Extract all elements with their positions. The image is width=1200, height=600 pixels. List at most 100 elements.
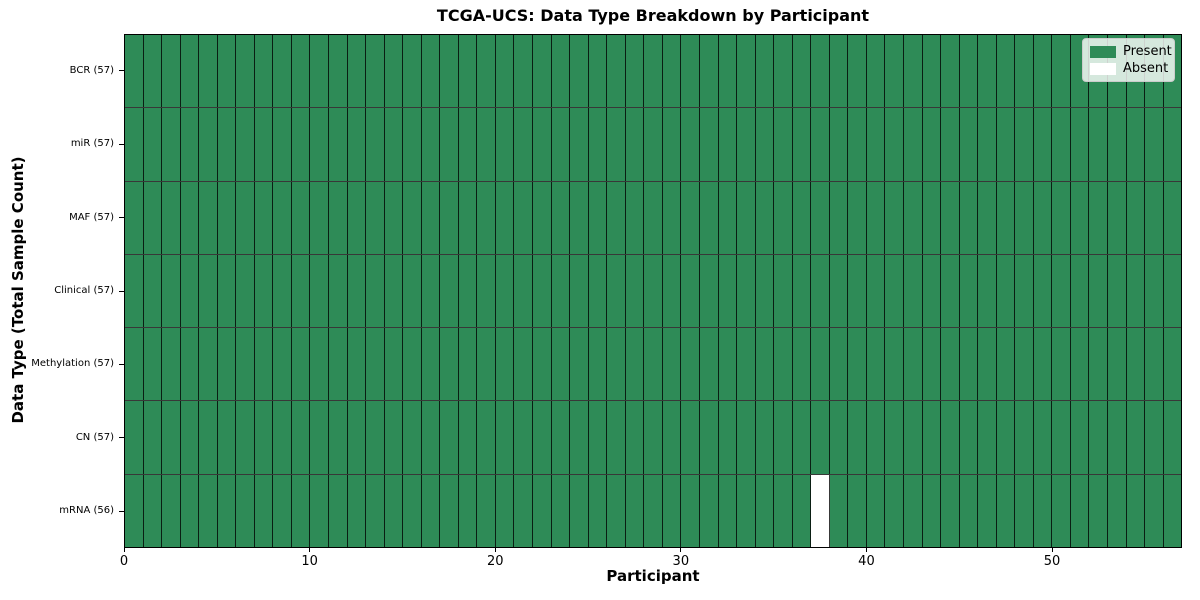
heatmap-cell — [162, 474, 181, 547]
heatmap-cell — [662, 401, 682, 474]
heatmap-cell — [180, 254, 200, 328]
heatmap-cell — [1163, 474, 1182, 547]
heatmap-cell — [755, 108, 775, 181]
heatmap-cell — [699, 254, 719, 328]
heatmap-cell — [310, 401, 330, 474]
plot-area — [124, 34, 1182, 548]
heatmap-cell — [366, 35, 385, 108]
heatmap-cell — [180, 328, 200, 401]
heatmap-cell — [755, 328, 775, 401]
heatmap-cell — [217, 254, 237, 328]
heatmap-cell — [848, 35, 867, 108]
heatmap-cell — [996, 254, 1016, 328]
legend-swatch — [1090, 62, 1116, 75]
heatmap-cell — [199, 35, 218, 108]
heatmap-cell — [162, 181, 181, 254]
heatmap-cell — [125, 108, 144, 181]
heatmap-cell — [588, 108, 608, 181]
heatmap-cell — [254, 328, 274, 401]
heatmap-row — [125, 181, 1182, 255]
heatmap-cell — [347, 108, 367, 181]
heatmap-cell — [551, 474, 571, 547]
heatmap-cell — [996, 474, 1016, 547]
heatmap-cell — [199, 181, 218, 254]
heatmap-cell — [792, 401, 812, 474]
heatmap-cell — [254, 181, 274, 254]
heatmap-cell — [903, 328, 923, 401]
x-tick-mark — [494, 548, 496, 552]
heatmap-cell — [607, 474, 626, 547]
heatmap-cell — [699, 401, 719, 474]
heatmap-cell — [143, 474, 163, 547]
heatmap-cell — [217, 108, 237, 181]
heatmap-cell — [458, 474, 478, 547]
heatmap-cell — [477, 401, 496, 474]
heatmap-cell — [625, 254, 645, 328]
heatmap-cell — [922, 181, 942, 254]
heatmap-cell — [199, 328, 218, 401]
heatmap-cell — [681, 328, 700, 401]
heatmap-cell — [792, 108, 812, 181]
heatmap-cell — [1070, 328, 1090, 401]
heatmap-cell — [384, 181, 404, 254]
heatmap-cell — [903, 181, 923, 254]
heatmap-cell — [922, 254, 942, 328]
heatmap-cell — [829, 254, 849, 328]
x-tick-mark — [1051, 548, 1053, 552]
heatmap-cell — [1107, 474, 1127, 547]
heatmap-cell — [236, 474, 255, 547]
heatmap-cell — [1033, 35, 1053, 108]
heatmap-cell — [347, 474, 367, 547]
heatmap-cell — [236, 35, 255, 108]
heatmap-cell — [180, 108, 200, 181]
heatmap-cell — [941, 474, 960, 547]
heatmap-cell — [236, 401, 255, 474]
heatmap-cell — [254, 35, 274, 108]
heatmap-cell — [384, 108, 404, 181]
heatmap-cell — [1033, 474, 1053, 547]
heatmap-cell — [217, 35, 237, 108]
heatmap-cell — [978, 35, 997, 108]
heatmap-cell — [811, 254, 830, 328]
heatmap-cell — [291, 328, 311, 401]
heatmap-cell — [217, 401, 237, 474]
x-tick-mark — [309, 548, 311, 552]
heatmap-cell — [1145, 181, 1164, 254]
y-tick-label: Methylation (57) — [31, 358, 114, 370]
heatmap-cell — [384, 328, 404, 401]
heatmap-cell — [1089, 401, 1108, 474]
heatmap-cell — [1052, 35, 1071, 108]
heatmap-cell — [829, 181, 849, 254]
heatmap-cell — [514, 254, 534, 328]
heatmap-cell — [217, 328, 237, 401]
heatmap-cell — [273, 254, 292, 328]
heatmap-cell — [421, 474, 441, 547]
heatmap-cell — [291, 35, 311, 108]
heatmap-cell — [366, 181, 385, 254]
heatmap-cell — [607, 181, 626, 254]
heatmap-cell — [959, 181, 979, 254]
heatmap-cell — [199, 254, 218, 328]
heatmap-cell — [718, 328, 738, 401]
heatmap-cell — [551, 181, 571, 254]
y-tick-label: mRNA (56) — [59, 505, 114, 517]
heatmap-cell — [143, 254, 163, 328]
heatmap-cell — [384, 474, 404, 547]
heatmap-cell — [162, 108, 181, 181]
heatmap-cell — [329, 35, 348, 108]
heatmap-cell — [941, 254, 960, 328]
heatmap-cell — [495, 474, 515, 547]
heatmap-cell — [440, 108, 459, 181]
heatmap-cell — [477, 181, 496, 254]
heatmap-cell — [1015, 181, 1034, 254]
heatmap-cell — [458, 401, 478, 474]
heatmap-cell — [347, 401, 367, 474]
heatmap-cell — [848, 108, 867, 181]
heatmap-cell — [310, 328, 330, 401]
heatmap-cell — [792, 35, 812, 108]
heatmap-cell — [978, 401, 997, 474]
heatmap-cell — [681, 181, 700, 254]
heatmap-cell — [774, 328, 793, 401]
heatmap-cell — [1015, 474, 1034, 547]
